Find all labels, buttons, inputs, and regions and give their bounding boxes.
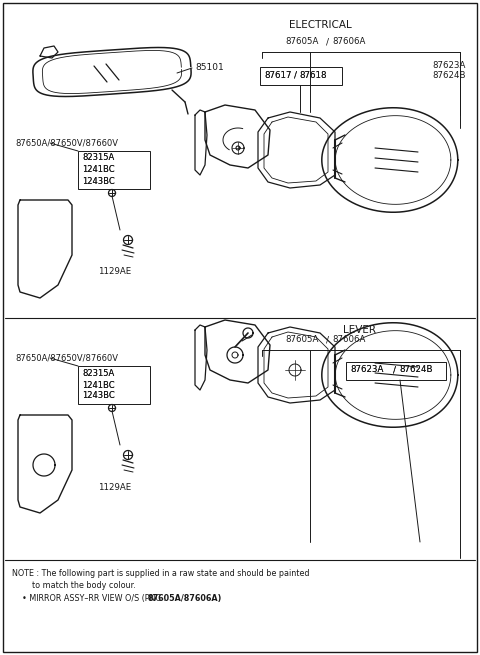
Text: 87650A/87650V/87660V: 87650A/87650V/87660V — [15, 138, 118, 147]
Text: /: / — [326, 335, 329, 345]
Text: LEVER: LEVER — [344, 325, 376, 335]
Text: /: / — [393, 365, 396, 375]
Bar — [260, 67, 342, 85]
Text: 87618: 87618 — [299, 71, 326, 79]
Text: 87623A: 87623A — [350, 365, 384, 375]
Text: NOTE : The following part is supplied in a raw state and should be painted: NOTE : The following part is supplied in… — [12, 569, 310, 578]
Text: 87623A: 87623A — [432, 60, 466, 69]
Text: ELECTRICAL: ELECTRICAL — [288, 20, 351, 30]
Text: 1241BC: 1241BC — [82, 166, 115, 174]
Text: 1129AE: 1129AE — [98, 483, 132, 491]
Text: /: / — [294, 71, 297, 79]
Bar — [78, 366, 150, 404]
Text: 87618: 87618 — [299, 71, 326, 79]
Text: 87624B: 87624B — [399, 365, 432, 375]
Text: 87617: 87617 — [264, 71, 291, 79]
Text: • MIRROR ASSY–RR VIEW O/S (PNC :: • MIRROR ASSY–RR VIEW O/S (PNC : — [12, 593, 168, 603]
Text: 82315A: 82315A — [82, 369, 114, 377]
Text: 1241BC: 1241BC — [82, 381, 115, 390]
Text: 1241BC: 1241BC — [82, 166, 115, 174]
Bar — [78, 151, 150, 189]
Text: 1243BC: 1243BC — [82, 176, 115, 185]
Text: 1243BC: 1243BC — [82, 392, 115, 400]
Text: /: / — [326, 37, 329, 47]
Text: 87605A/87606A): 87605A/87606A) — [148, 593, 222, 603]
Text: 82315A: 82315A — [82, 369, 114, 377]
Text: 87606A: 87606A — [332, 37, 365, 47]
Bar — [346, 362, 446, 380]
Text: 1129AE: 1129AE — [98, 267, 132, 276]
Text: to match the body colour.: to match the body colour. — [12, 582, 136, 591]
Text: /: / — [393, 365, 396, 375]
Text: 1243BC: 1243BC — [82, 176, 115, 185]
Text: 87624B: 87624B — [432, 71, 466, 81]
Text: 87624B: 87624B — [399, 365, 432, 375]
Text: 1241BC: 1241BC — [82, 381, 115, 390]
Text: 87606A: 87606A — [332, 335, 365, 345]
Text: 1243BC: 1243BC — [82, 392, 115, 400]
Text: 82315A: 82315A — [82, 153, 114, 162]
Text: 87650A/87650V/87660V: 87650A/87650V/87660V — [15, 354, 118, 362]
Text: 87605A: 87605A — [285, 37, 318, 47]
Text: 87605A: 87605A — [285, 335, 318, 345]
Text: 82315A: 82315A — [82, 153, 114, 162]
Text: 85101: 85101 — [195, 64, 224, 73]
Text: 87623A: 87623A — [350, 365, 384, 375]
Text: 87617: 87617 — [264, 71, 291, 79]
Text: /: / — [294, 71, 297, 79]
